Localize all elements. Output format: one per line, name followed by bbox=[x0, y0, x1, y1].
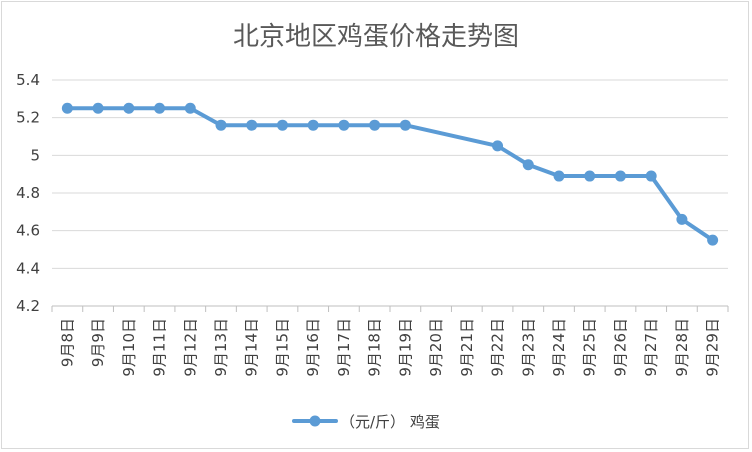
data-point bbox=[399, 119, 411, 131]
y-tick-label: 5.4 bbox=[16, 71, 40, 89]
data-point bbox=[246, 119, 258, 131]
data-point bbox=[184, 102, 196, 114]
data-point bbox=[522, 159, 534, 171]
x-tick-label: 9月29日 bbox=[704, 318, 722, 377]
y-axis-ticks: 4.2 4.4 4.6 4.8 5 5.2 5.4 bbox=[16, 71, 40, 315]
x-axis bbox=[51, 305, 729, 312]
x-tick-label: 9月28日 bbox=[673, 318, 691, 377]
legend-label: （元/斤） 鸡蛋 bbox=[340, 413, 440, 431]
data-point bbox=[492, 140, 504, 152]
y-tick-label: 4.4 bbox=[16, 259, 40, 277]
x-tick-label: 9月11日 bbox=[151, 318, 169, 377]
data-point bbox=[276, 119, 288, 131]
x-tick-label: 9月22日 bbox=[489, 318, 507, 377]
y-tick-label: 5 bbox=[30, 146, 40, 164]
data-point bbox=[645, 170, 657, 182]
x-tick-label: 9月10日 bbox=[120, 318, 138, 377]
y-tick-label: 5.2 bbox=[16, 109, 40, 127]
x-tick-label: 9月24日 bbox=[550, 318, 568, 377]
x-tick-label: 9月26日 bbox=[611, 318, 629, 377]
data-point bbox=[307, 119, 319, 131]
x-tick-label: 9月12日 bbox=[181, 318, 199, 377]
chart-title: 北京地区鸡蛋价格走势图 bbox=[233, 22, 519, 52]
data-point bbox=[676, 213, 688, 225]
data-point bbox=[154, 102, 166, 114]
legend-point-marker bbox=[309, 415, 321, 427]
gridlines bbox=[52, 79, 728, 307]
x-tick-label: 9月25日 bbox=[581, 318, 599, 377]
data-point bbox=[338, 119, 350, 131]
data-point bbox=[123, 102, 135, 114]
data-point bbox=[369, 119, 381, 131]
x-tick-label: 9月18日 bbox=[366, 318, 384, 377]
data-point bbox=[61, 102, 73, 114]
x-tick-label: 9月9日 bbox=[89, 318, 107, 367]
y-tick-label: 4.8 bbox=[16, 184, 40, 202]
data-point bbox=[215, 119, 227, 131]
series-group bbox=[61, 102, 719, 246]
y-tick-label: 4.6 bbox=[16, 222, 40, 240]
x-tick-label: 9月16日 bbox=[304, 318, 322, 377]
x-axis-ticks: 9月8日 9月9日 9月10日 9月11日 9月12日 9月13日 9月14日 9月15日 9月… bbox=[58, 318, 721, 377]
x-tick-label: 9月27日 bbox=[642, 318, 660, 377]
x-tick-label: 9月21日 bbox=[458, 318, 476, 377]
x-tick-label: 9月8日 bbox=[58, 318, 76, 367]
data-point bbox=[92, 102, 104, 114]
y-tick-label: 4.2 bbox=[16, 297, 40, 315]
data-point bbox=[707, 234, 719, 246]
x-tick-label: 9月23日 bbox=[519, 318, 537, 377]
x-tick-label: 9月15日 bbox=[273, 318, 291, 377]
x-tick-label: 9月17日 bbox=[335, 318, 353, 377]
x-tick-label: 9月13日 bbox=[212, 318, 230, 377]
data-point bbox=[584, 170, 596, 182]
data-point bbox=[614, 170, 626, 182]
data-point bbox=[553, 170, 565, 182]
x-tick-label: 9月20日 bbox=[427, 318, 445, 377]
legend: （元/斤） 鸡蛋 bbox=[292, 413, 440, 431]
x-tick-label: 9月14日 bbox=[243, 318, 261, 377]
x-tick-label: 9月19日 bbox=[396, 318, 414, 377]
